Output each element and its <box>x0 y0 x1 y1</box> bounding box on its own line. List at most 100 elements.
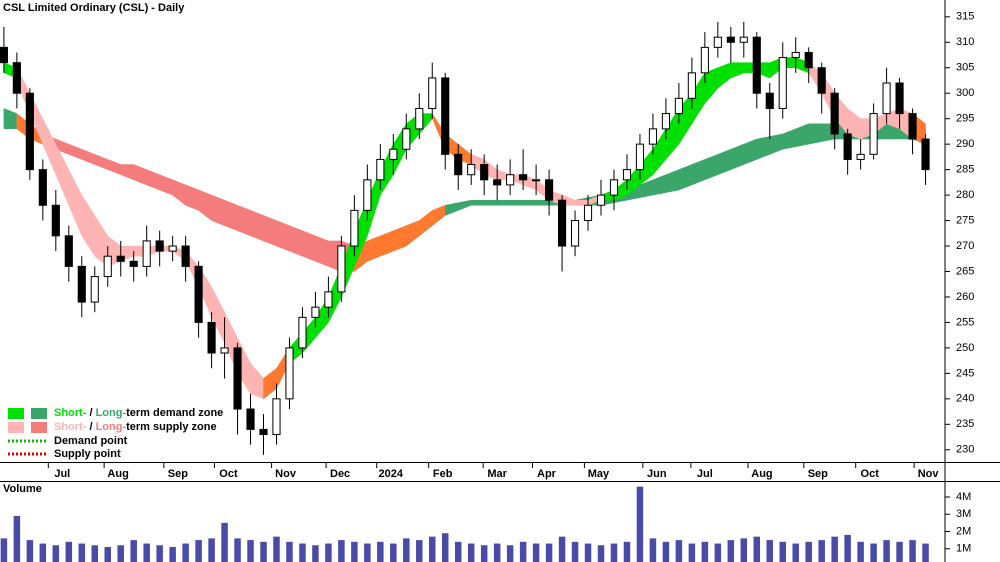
legend-text: term supply zone <box>126 421 216 433</box>
candle-body <box>817 67 826 94</box>
volume-bar <box>584 543 592 562</box>
volume-bar <box>610 543 618 562</box>
volume-tick-label: 4M <box>956 491 971 503</box>
x-tick-label: Nov <box>275 468 297 480</box>
volume-bar <box>273 536 280 562</box>
volume-bar <box>117 545 124 562</box>
candle-body <box>713 36 722 48</box>
candle-body <box>869 113 878 155</box>
volume-bar <box>636 486 644 562</box>
volume-bar <box>779 541 786 562</box>
y-tick-label: 250 <box>956 342 974 354</box>
volume-bar <box>143 543 150 562</box>
candle-body <box>557 199 567 247</box>
candle-body <box>116 255 125 262</box>
candle-body <box>583 204 593 222</box>
candle-body <box>129 260 138 267</box>
x-tick-label: Sep <box>808 468 828 480</box>
x-tick-label: Sep <box>168 468 188 480</box>
candle-body <box>635 143 645 171</box>
y-tick-label: 305 <box>956 62 974 74</box>
candle-body <box>674 97 683 115</box>
volume-bar <box>299 543 306 562</box>
volume-bar <box>766 540 774 562</box>
x-tick-label: Jul <box>697 468 713 480</box>
candle-body <box>259 428 268 435</box>
volume-bar <box>558 536 566 562</box>
y-tick-label: 260 <box>956 291 974 303</box>
volume-bar <box>221 522 228 562</box>
candle-body <box>64 235 73 267</box>
volume-bar <box>493 543 501 562</box>
x-tick-label: Nov <box>918 468 940 480</box>
volume-bar <box>338 540 345 562</box>
volume-bar <box>597 545 605 562</box>
y-tick-label: 310 <box>956 36 974 48</box>
volume-bar <box>727 540 735 562</box>
candle-body <box>830 92 839 135</box>
volume-bar <box>325 543 332 562</box>
volume-tick-label: 2M <box>956 525 971 537</box>
zone-bands <box>3 57 926 400</box>
volume-bar <box>480 545 488 562</box>
candle-body <box>233 347 242 410</box>
volume-bars <box>0 486 929 562</box>
candle-body <box>25 92 34 171</box>
volume-bar <box>429 536 436 562</box>
volume-bar <box>0 538 8 562</box>
volume-bar <box>519 541 527 562</box>
candle-body <box>687 72 696 99</box>
y-tick-label: 270 <box>956 240 974 252</box>
candle-body <box>778 57 787 109</box>
legend-text: term demand zone <box>126 407 223 419</box>
volume-bar <box>78 543 86 562</box>
candle-body <box>454 153 463 176</box>
candle-body <box>142 240 151 267</box>
x-tick-label: Mar <box>487 468 507 480</box>
candle-body <box>246 408 255 430</box>
legend-text: Long- <box>96 407 127 419</box>
candle-body <box>648 128 658 145</box>
candle-body <box>350 209 359 247</box>
volume-tick-label: 1M <box>956 543 971 555</box>
legend-text: / <box>86 421 95 433</box>
candle-body <box>596 194 606 206</box>
legend-swatch <box>31 408 47 419</box>
y-tick-label: 290 <box>956 138 974 150</box>
volume-bar <box>247 540 254 562</box>
candle-body <box>545 179 554 201</box>
candle-body <box>726 36 735 43</box>
candle-body <box>532 179 541 182</box>
volume-bar <box>104 547 111 562</box>
volume-bar <box>156 545 163 562</box>
y-tick-label: 315 <box>956 11 974 23</box>
candle-body <box>90 276 99 303</box>
candle-body <box>298 316 307 349</box>
candle-body <box>570 220 580 247</box>
volume-bar <box>818 540 825 562</box>
candle-body <box>194 265 203 323</box>
candle-body <box>220 347 229 354</box>
volume-bar <box>623 541 631 562</box>
zone-band <box>3 108 18 130</box>
candle-body <box>791 51 800 59</box>
x-tick-label: 2024 <box>378 468 403 480</box>
x-tick-label: Feb <box>433 468 453 480</box>
legend-swatch <box>8 408 24 419</box>
candle-body <box>739 36 748 43</box>
volume-bar <box>390 543 397 562</box>
candle-body <box>311 306 320 318</box>
candle-body <box>921 138 930 171</box>
x-tick-label: Jun <box>647 468 667 480</box>
candle-body <box>103 255 112 278</box>
volume-bar <box>441 533 449 562</box>
candle-body <box>700 46 709 74</box>
volume-bar <box>182 543 189 562</box>
volume-bar <box>753 536 761 562</box>
legend-text: Short- <box>54 421 87 433</box>
volume-bar <box>922 543 929 562</box>
y-tick-label: 255 <box>956 316 974 328</box>
volume-bar <box>545 543 553 562</box>
volume-label: Volume <box>3 483 42 495</box>
candle-body <box>843 133 852 160</box>
